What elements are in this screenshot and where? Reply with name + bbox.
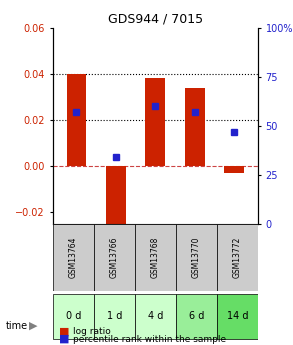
Text: 0 d: 0 d [66,311,81,321]
Bar [224,166,244,173]
FancyBboxPatch shape [176,294,217,339]
FancyBboxPatch shape [217,224,258,291]
Text: 4 d: 4 d [148,311,163,321]
FancyBboxPatch shape [94,224,135,291]
Text: time: time [6,321,28,331]
Title: GDS944 / 7015: GDS944 / 7015 [108,12,203,25]
Text: GSM13766: GSM13766 [110,237,119,278]
FancyBboxPatch shape [135,224,176,291]
Text: ■: ■ [59,326,69,336]
Bar [67,74,86,166]
Text: GSM13764: GSM13764 [69,237,78,278]
Bar [145,78,165,166]
FancyBboxPatch shape [135,294,176,339]
Text: log ratio: log ratio [73,327,111,336]
Text: 14 d: 14 d [226,311,248,321]
Text: 1 d: 1 d [107,311,122,321]
Text: GSM13768: GSM13768 [151,237,160,278]
Text: ▶: ▶ [29,321,38,331]
Text: percentile rank within the sample: percentile rank within the sample [73,335,226,344]
Text: GSM13770: GSM13770 [192,237,201,278]
FancyBboxPatch shape [94,294,135,339]
Text: GSM13772: GSM13772 [233,237,242,278]
Text: 6 d: 6 d [189,311,204,321]
Text: ■: ■ [59,334,69,344]
Bar [106,166,126,224]
FancyBboxPatch shape [176,224,217,291]
Bar [185,88,205,166]
FancyBboxPatch shape [217,294,258,339]
FancyBboxPatch shape [53,224,94,291]
FancyBboxPatch shape [53,294,94,339]
